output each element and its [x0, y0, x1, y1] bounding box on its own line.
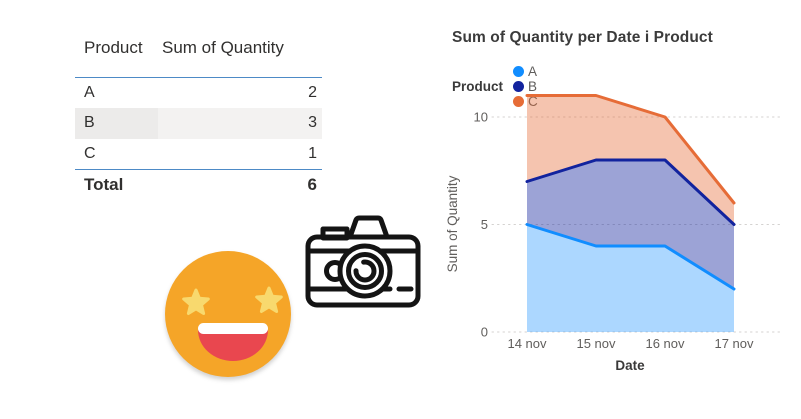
camera-lens-middle	[346, 252, 384, 290]
cell-product: C	[84, 144, 96, 162]
area-line-B[interactable]	[525, 158, 736, 226]
chart-title: Sum of Quantity per Date i Product	[452, 29, 713, 46]
chart-plot-area[interactable]: Sum of Quantity 0 5 10 14 nov 15 nov 16 nov 17…	[440, 82, 801, 382]
column-header-product[interactable]: Product	[84, 38, 143, 57]
legend-label: A	[528, 64, 538, 79]
cell-quantity: 1	[308, 144, 317, 162]
camera-icon-graphic	[305, 215, 421, 308]
table-header-row: Product Sum of Quantity	[75, 36, 322, 77]
x-tick-label-2: 15 nov	[576, 336, 616, 351]
chart-legend: Product ABC	[452, 64, 548, 109]
area-chart-visual: Sum of Quantity per Date i Product Produ…	[440, 18, 801, 419]
x-tick-label-3: 16 nov	[645, 336, 685, 351]
emoji-teeth	[198, 323, 268, 334]
star-struck-emoji	[163, 250, 293, 380]
legend-items: ABC	[513, 64, 548, 109]
camera-viewfinder	[347, 215, 390, 240]
camera-body	[305, 234, 421, 308]
table-total-row: Total 6	[75, 170, 322, 201]
area-fill-A[interactable]	[527, 224, 734, 333]
column-header-sum-of-quantity[interactable]: Sum of Quantity	[162, 38, 284, 57]
y-tick-label-0: 0	[481, 325, 488, 340]
emoji-mouth	[198, 330, 268, 361]
y-axis-title: Sum of Quantity	[445, 175, 460, 272]
table-row-c[interactable]: C 1	[75, 139, 322, 169]
total-label: Total	[84, 175, 124, 195]
table-row-a[interactable]: A 2	[75, 78, 322, 108]
area-series	[525, 94, 736, 333]
cell-product: A	[84, 84, 95, 102]
legend-label: C	[528, 94, 538, 109]
legend-dot	[513, 81, 525, 92]
header-divider-line	[75, 77, 322, 78]
table-row-b[interactable]: B 3	[75, 108, 322, 139]
y-tick-label-5: 5	[481, 217, 488, 232]
legend-dot	[513, 66, 525, 77]
cell-quantity: 2	[308, 84, 317, 102]
legend-label: B	[528, 79, 538, 94]
legend-title: Product	[452, 79, 504, 94]
cell-product: B	[75, 108, 158, 139]
gridlines	[491, 116, 781, 333]
axis-tick-labels: 0 5 10 14 nov 15 nov 16 nov 17 nov	[474, 110, 754, 352]
y-tick-label-10: 10	[474, 110, 488, 125]
camera-lens-inner	[353, 259, 377, 283]
product-quantity-table: Product Sum of Quantity A 2 B 3 C 1 Tota…	[75, 36, 322, 201]
emoji-star-eyes	[182, 286, 283, 315]
legend-item-B[interactable]: B	[513, 79, 538, 94]
legend-item-A[interactable]: A	[513, 64, 538, 79]
area-line-A[interactable]	[525, 223, 736, 291]
legend-dot	[513, 96, 525, 107]
camera-icon	[304, 210, 422, 310]
total-value: 6	[307, 175, 317, 195]
x-axis-title: Date	[615, 358, 645, 373]
x-tick-label-4: 17 nov	[714, 336, 754, 351]
star-struck-emoji-graphic	[165, 251, 291, 377]
total-divider-line	[75, 168, 322, 170]
legend-item-C[interactable]: C	[513, 94, 538, 109]
cell-quantity: 3	[158, 108, 322, 139]
area-line-C[interactable]	[525, 94, 736, 205]
x-tick-label-1: 14 nov	[507, 336, 547, 351]
